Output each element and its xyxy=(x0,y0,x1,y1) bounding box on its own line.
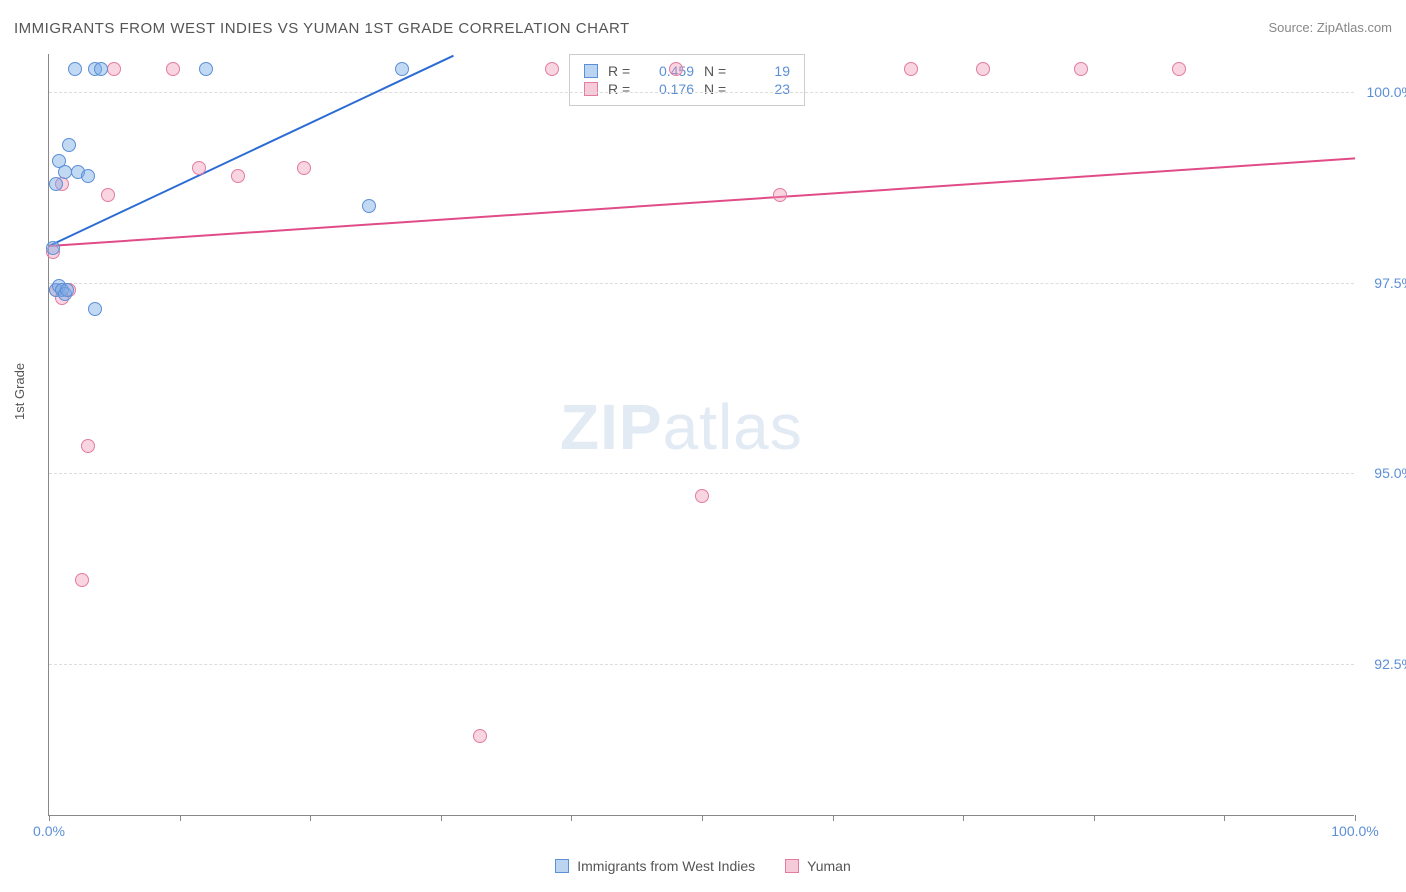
data-point xyxy=(695,489,709,503)
data-point xyxy=(362,199,376,213)
data-point xyxy=(49,177,63,191)
y-tick-label: 100.0% xyxy=(1364,84,1406,100)
data-point xyxy=(94,62,108,76)
x-tick xyxy=(1094,815,1095,821)
swatch-icon xyxy=(584,64,598,78)
x-tick xyxy=(441,815,442,821)
data-point xyxy=(473,729,487,743)
gridline xyxy=(49,283,1354,284)
data-point xyxy=(1074,62,1088,76)
data-point xyxy=(107,62,121,76)
data-point xyxy=(297,161,311,175)
data-point xyxy=(976,62,990,76)
r-value: 0.176 xyxy=(646,81,694,97)
legend-label: Yuman xyxy=(807,858,851,874)
x-tick-label: 0.0% xyxy=(33,823,65,839)
x-tick-label: 100.0% xyxy=(1331,823,1378,839)
chart-title: IMMIGRANTS FROM WEST INDIES VS YUMAN 1ST… xyxy=(14,20,630,37)
x-tick xyxy=(702,815,703,821)
n-value: 19 xyxy=(742,63,790,79)
x-tick xyxy=(310,815,311,821)
data-point xyxy=(545,62,559,76)
x-tick xyxy=(1355,815,1356,821)
n-value: 23 xyxy=(742,81,790,97)
x-tick xyxy=(571,815,572,821)
x-tick xyxy=(963,815,964,821)
data-point xyxy=(88,302,102,316)
data-point xyxy=(192,161,206,175)
data-point xyxy=(101,188,115,202)
y-tick-label: 95.0% xyxy=(1364,465,1406,481)
x-tick xyxy=(180,815,181,821)
data-point xyxy=(773,188,787,202)
stats-row-s2: R = 0.176 N = 23 xyxy=(584,81,790,97)
data-point xyxy=(60,283,74,297)
series-legend: Immigrants from West Indies Yuman xyxy=(0,858,1406,874)
swatch-icon xyxy=(785,859,799,873)
data-point xyxy=(231,169,245,183)
data-point xyxy=(81,169,95,183)
swatch-icon xyxy=(584,82,598,96)
data-point xyxy=(46,241,60,255)
data-point xyxy=(669,62,683,76)
data-point xyxy=(75,573,89,587)
data-point xyxy=(166,62,180,76)
trend-line xyxy=(49,157,1355,247)
r-label: R = xyxy=(608,63,636,79)
data-point xyxy=(904,62,918,76)
data-point xyxy=(62,138,76,152)
swatch-icon xyxy=(555,859,569,873)
gridline xyxy=(49,664,1354,665)
chart-plot-area: R = 0.459 N = 19 R = 0.176 N = 23 100.0%… xyxy=(48,54,1354,816)
y-axis-label: 1st Grade xyxy=(12,363,27,420)
trend-line xyxy=(49,54,455,246)
source-label: Source: ZipAtlas.com xyxy=(1268,20,1392,35)
x-tick xyxy=(833,815,834,821)
data-point xyxy=(199,62,213,76)
r-label: R = xyxy=(608,81,636,97)
gridline xyxy=(49,473,1354,474)
legend-label: Immigrants from West Indies xyxy=(577,858,755,874)
stats-legend: R = 0.459 N = 19 R = 0.176 N = 23 xyxy=(569,54,805,106)
data-point xyxy=(395,62,409,76)
data-point xyxy=(81,439,95,453)
stats-row-s1: R = 0.459 N = 19 xyxy=(584,63,790,79)
data-point xyxy=(68,62,82,76)
y-tick-label: 92.5% xyxy=(1364,656,1406,672)
legend-item-s1: Immigrants from West Indies xyxy=(555,858,755,874)
n-label: N = xyxy=(704,63,732,79)
x-tick xyxy=(49,815,50,821)
gridline xyxy=(49,92,1354,93)
x-tick xyxy=(1224,815,1225,821)
legend-item-s2: Yuman xyxy=(785,858,851,874)
y-tick-label: 97.5% xyxy=(1364,275,1406,291)
data-point xyxy=(1172,62,1186,76)
n-label: N = xyxy=(704,81,732,97)
